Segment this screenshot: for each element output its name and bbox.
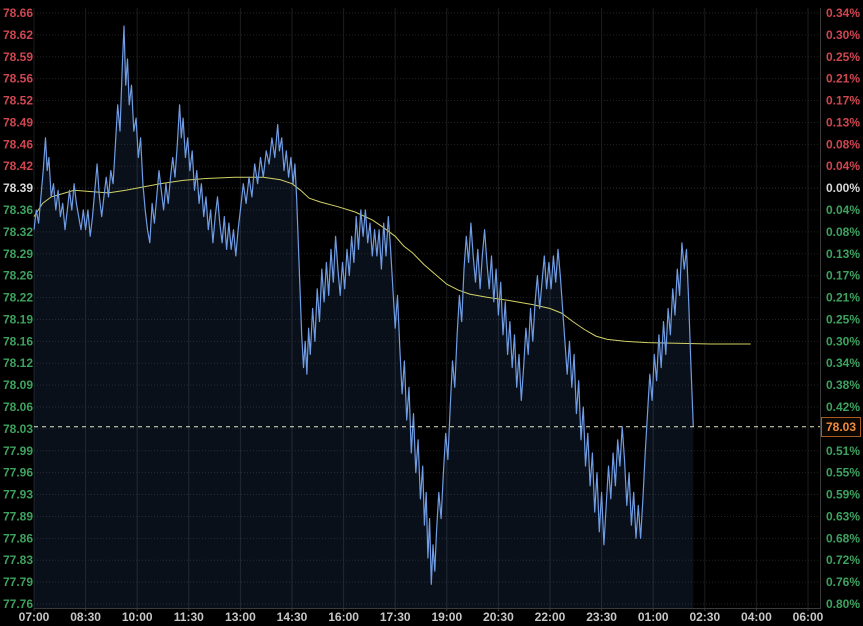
vertical-gridlines [33,8,809,608]
price-tick-label: 77.76 [3,597,33,611]
price-tick-label: 78.46 [3,137,33,151]
price-tick-label: 78.59 [3,50,33,64]
percent-tick-label: 0.17% [826,269,860,283]
time-axis-label: 11:30 [174,610,204,624]
price-line [33,25,694,585]
price-tick-label: 78.39 [3,181,33,195]
price-tick-label: 78.12 [3,356,33,370]
percent-tick-label: 0.59% [826,488,860,502]
percent-tick-label: 0.63% [826,509,860,523]
percent-tick-label: 0.00% [826,181,860,195]
time-axis-label: 23:30 [586,610,617,624]
percent-tick-label: 0.55% [826,466,860,480]
percent-tick-label: 0.21% [826,72,860,86]
percent-tick-label: 0.25% [826,50,860,64]
price-tick-label: 78.66 [3,6,33,20]
price-tick-label: 77.96 [3,466,33,480]
time-axis-label: 04:00 [741,610,772,624]
price-tick-label: 78.36 [3,203,33,217]
percent-tick-label: 0.08% [826,137,860,151]
time-axis-label: 14:30 [277,610,308,624]
time-axis-label: 17:30 [380,610,411,624]
price-tick-label: 77.89 [3,509,33,523]
percent-tick-label: 0.68% [826,531,860,545]
percent-tick-label: 0.13% [826,115,860,129]
last-trade-line [33,25,694,585]
price-tick-label: 77.99 [3,444,33,458]
percent-tick-label: 0.72% [826,553,860,567]
percent-tick-label: 0.08% [826,225,860,239]
price-tick-label: 78.32 [3,225,33,239]
right-percent-labels: 0.34% 0.30% 0.25% 0.21% 0.17% 0.13% 0.08% 0.04%… [826,6,860,611]
time-axis-label: 22:00 [535,610,566,624]
time-axis-label: 06:00 [793,610,824,624]
percent-tick-label: 0.34% [826,6,860,20]
price-tick-label: 78.26 [3,269,33,283]
time-axis-label: 02:30 [689,610,720,624]
percent-tick-label: 0.51% [826,444,860,458]
price-tick-label: 77.83 [3,553,33,567]
time-axis-label: 19:00 [431,610,462,624]
price-tick-label: 77.93 [3,488,33,502]
price-tick-label: 78.62 [3,28,33,42]
price-tick-label: 78.52 [3,94,33,108]
price-tick-label: 77.86 [3,531,33,545]
percent-tick-label: 0.80% [826,597,860,611]
percent-tick-label: 0.76% [826,575,860,589]
percent-tick-label: 0.04% [826,203,860,217]
price-tick-label: 78.49 [3,115,33,129]
time-axis-label: 08:30 [70,610,101,624]
percent-tick-label: 0.38% [826,378,860,392]
percent-tick-label: 0.30% [826,28,860,42]
percent-tick-label: 0.04% [826,159,860,173]
percent-tick-label: 0.21% [826,291,860,305]
price-tick-label: 78.09 [3,378,33,392]
price-tick-label: 78.29 [3,247,33,261]
time-axis-label: 07:00 [19,610,50,624]
price-tick-label: 78.56 [3,72,33,86]
left-price-labels: 78.66 78.62 78.59 78.56 78.52 78.49 78.46 78.42… [3,6,33,611]
time-axis-label: 16:00 [328,610,359,624]
time-labels: 07:00 08:30 10:00 11:30 13:00 14:30 16:00 17:30… [19,610,824,624]
last-price-tag: 78.03 [821,417,861,437]
percent-tick-label: 0.34% [826,356,860,370]
percent-tick-label: 0.42% [826,400,860,414]
axis-borders [34,8,821,609]
time-axis-label: 13:00 [225,610,256,624]
price-tick-label: 77.79 [3,575,33,589]
price-tick-label: 78.19 [3,312,33,326]
price-tick-label: 78.22 [3,291,33,305]
percent-tick-label: 0.17% [826,94,860,108]
price-area [34,26,694,609]
price-tick-label: 78.16 [3,334,33,348]
time-axis-label: 20:30 [483,610,514,624]
percent-tick-label: 0.13% [826,247,860,261]
price-tick-label: 78.42 [3,159,33,173]
percent-tick-label: 0.30% [826,334,860,348]
price-tick-label: 78.06 [3,400,33,414]
time-axis-label: 01:00 [638,610,669,624]
time-axis-label: 10:00 [122,610,153,624]
price-tick-label: 78.03 [3,422,33,436]
percent-tick-label: 0.25% [826,312,860,326]
area-fill [34,26,694,609]
